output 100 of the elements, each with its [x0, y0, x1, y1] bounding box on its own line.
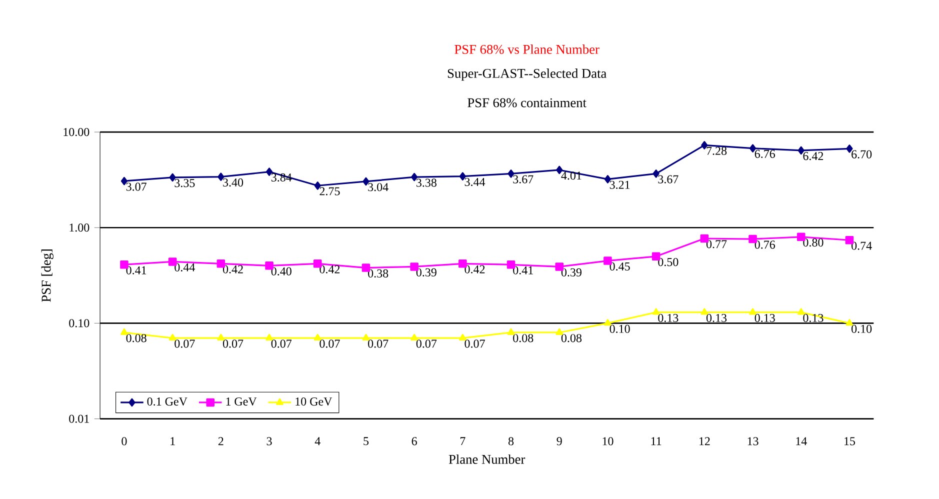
data-label: 3.67 — [513, 175, 534, 184]
legend-label: 10 GeV — [296, 398, 332, 406]
data-label: 6.70 — [852, 150, 872, 158]
data-label: 0.07 — [271, 340, 292, 348]
data-label: 3.21 — [610, 180, 630, 190]
point — [749, 308, 756, 315]
data-label: 3.40 — [223, 178, 244, 187]
point — [120, 328, 128, 336]
data-label: 7.28 — [706, 146, 727, 156]
point — [701, 141, 708, 150]
point — [458, 334, 466, 341]
data-label: 0.50 — [658, 258, 678, 266]
legend-label: 1 GeV — [226, 398, 257, 406]
data-label: 0.41 — [126, 266, 146, 274]
x-tick-label: 13 — [748, 437, 758, 446]
point — [266, 168, 273, 176]
x-tick-label: 15 — [844, 437, 856, 446]
data-label: 0.45 — [610, 262, 630, 271]
point — [218, 172, 224, 182]
point — [846, 319, 854, 326]
y-tick-label: 0.01 — [69, 414, 89, 423]
data-label: 0.40 — [271, 267, 292, 276]
point — [556, 328, 564, 336]
x-tick-label: 2 — [218, 437, 224, 446]
data-label: 0.07 — [174, 340, 195, 348]
text: PSF 68% containment — [468, 98, 586, 108]
y-tick-label: 1.00 — [70, 224, 90, 232]
data-label: 0.41 — [513, 266, 533, 274]
x-tick-label: 11 — [651, 437, 662, 446]
point — [798, 146, 804, 155]
data-label: 0.07 — [320, 340, 340, 348]
point — [169, 173, 176, 182]
data-label: 0.07 — [416, 340, 437, 348]
point — [120, 177, 128, 186]
point — [314, 182, 321, 190]
point — [797, 308, 805, 315]
point — [266, 334, 273, 341]
point — [700, 308, 708, 315]
point — [217, 334, 225, 341]
data-label: 0.13 — [706, 314, 727, 322]
data-label: 3.84 — [271, 173, 292, 182]
data-label: 0.08 — [513, 334, 534, 342]
data-label: 0.76 — [754, 240, 776, 249]
data-label: 0.42 — [222, 265, 243, 274]
data-label: 0.10 — [610, 324, 630, 334]
data-label: 3.07 — [126, 182, 146, 191]
data-label: 2.75 — [320, 187, 340, 196]
point — [652, 170, 660, 178]
x-tick-label: 8 — [508, 437, 514, 446]
data-label: 0.42 — [320, 265, 340, 274]
y-tick-label: 0.10 — [69, 319, 90, 328]
x-tick-label: 5 — [364, 437, 369, 446]
data-label: 0.44 — [174, 263, 195, 272]
point — [459, 172, 466, 181]
data-label: 6.42 — [803, 152, 824, 160]
data-label: 0.08 — [561, 334, 582, 342]
data-label: 3.35 — [174, 179, 195, 188]
data-label: 0.10 — [852, 324, 872, 334]
data-label: 0.80 — [803, 238, 824, 247]
x-tick-label: 10 — [602, 437, 614, 446]
data-label: 3.44 — [464, 178, 486, 186]
x-tick-label: 1 — [170, 437, 175, 446]
point — [168, 334, 176, 341]
x-tick-label: 4 — [314, 437, 320, 446]
y-axis-title: PSF [deg] — [41, 250, 54, 302]
data-label: 0.38 — [368, 269, 388, 278]
data-label: 0.74 — [852, 242, 872, 250]
data-label: 0.13 — [754, 314, 775, 322]
x-tick-label: 3 — [266, 437, 272, 446]
data-label: 0.13 — [658, 314, 678, 322]
data-label: 0.08 — [126, 334, 146, 342]
data-label: 0.13 — [803, 314, 824, 322]
data-label: 3.04 — [368, 183, 388, 192]
point — [362, 177, 370, 186]
y-tick-label: 10.00 — [64, 128, 90, 136]
chart-title: PSF 68% vs Plane Number — [454, 44, 600, 54]
x-tick-label: 0 — [122, 437, 127, 446]
point — [362, 334, 370, 341]
data-label: 6.76 — [754, 150, 776, 158]
point — [410, 334, 418, 341]
data-label: 0.07 — [368, 340, 388, 348]
x-tick-label: 9 — [556, 437, 562, 446]
x-tick-label: 6 — [412, 437, 417, 446]
data-label: 0.07 — [464, 340, 485, 348]
point — [555, 262, 564, 271]
point — [507, 328, 515, 336]
legend-label: 0.1 GeV — [147, 398, 188, 406]
point — [508, 170, 514, 178]
data-label: 0.07 — [222, 340, 244, 348]
data-label: 0.39 — [416, 268, 436, 277]
x-tick-label: 7 — [460, 437, 466, 446]
data-label: 0.42 — [464, 265, 485, 274]
data-label: 3.38 — [416, 178, 436, 187]
point — [314, 334, 322, 341]
point — [556, 166, 563, 174]
data-label: 4.01 — [561, 172, 582, 180]
point — [411, 173, 418, 182]
point — [846, 144, 853, 153]
point — [604, 175, 612, 184]
x-axis-title: Plane Number — [448, 454, 526, 464]
